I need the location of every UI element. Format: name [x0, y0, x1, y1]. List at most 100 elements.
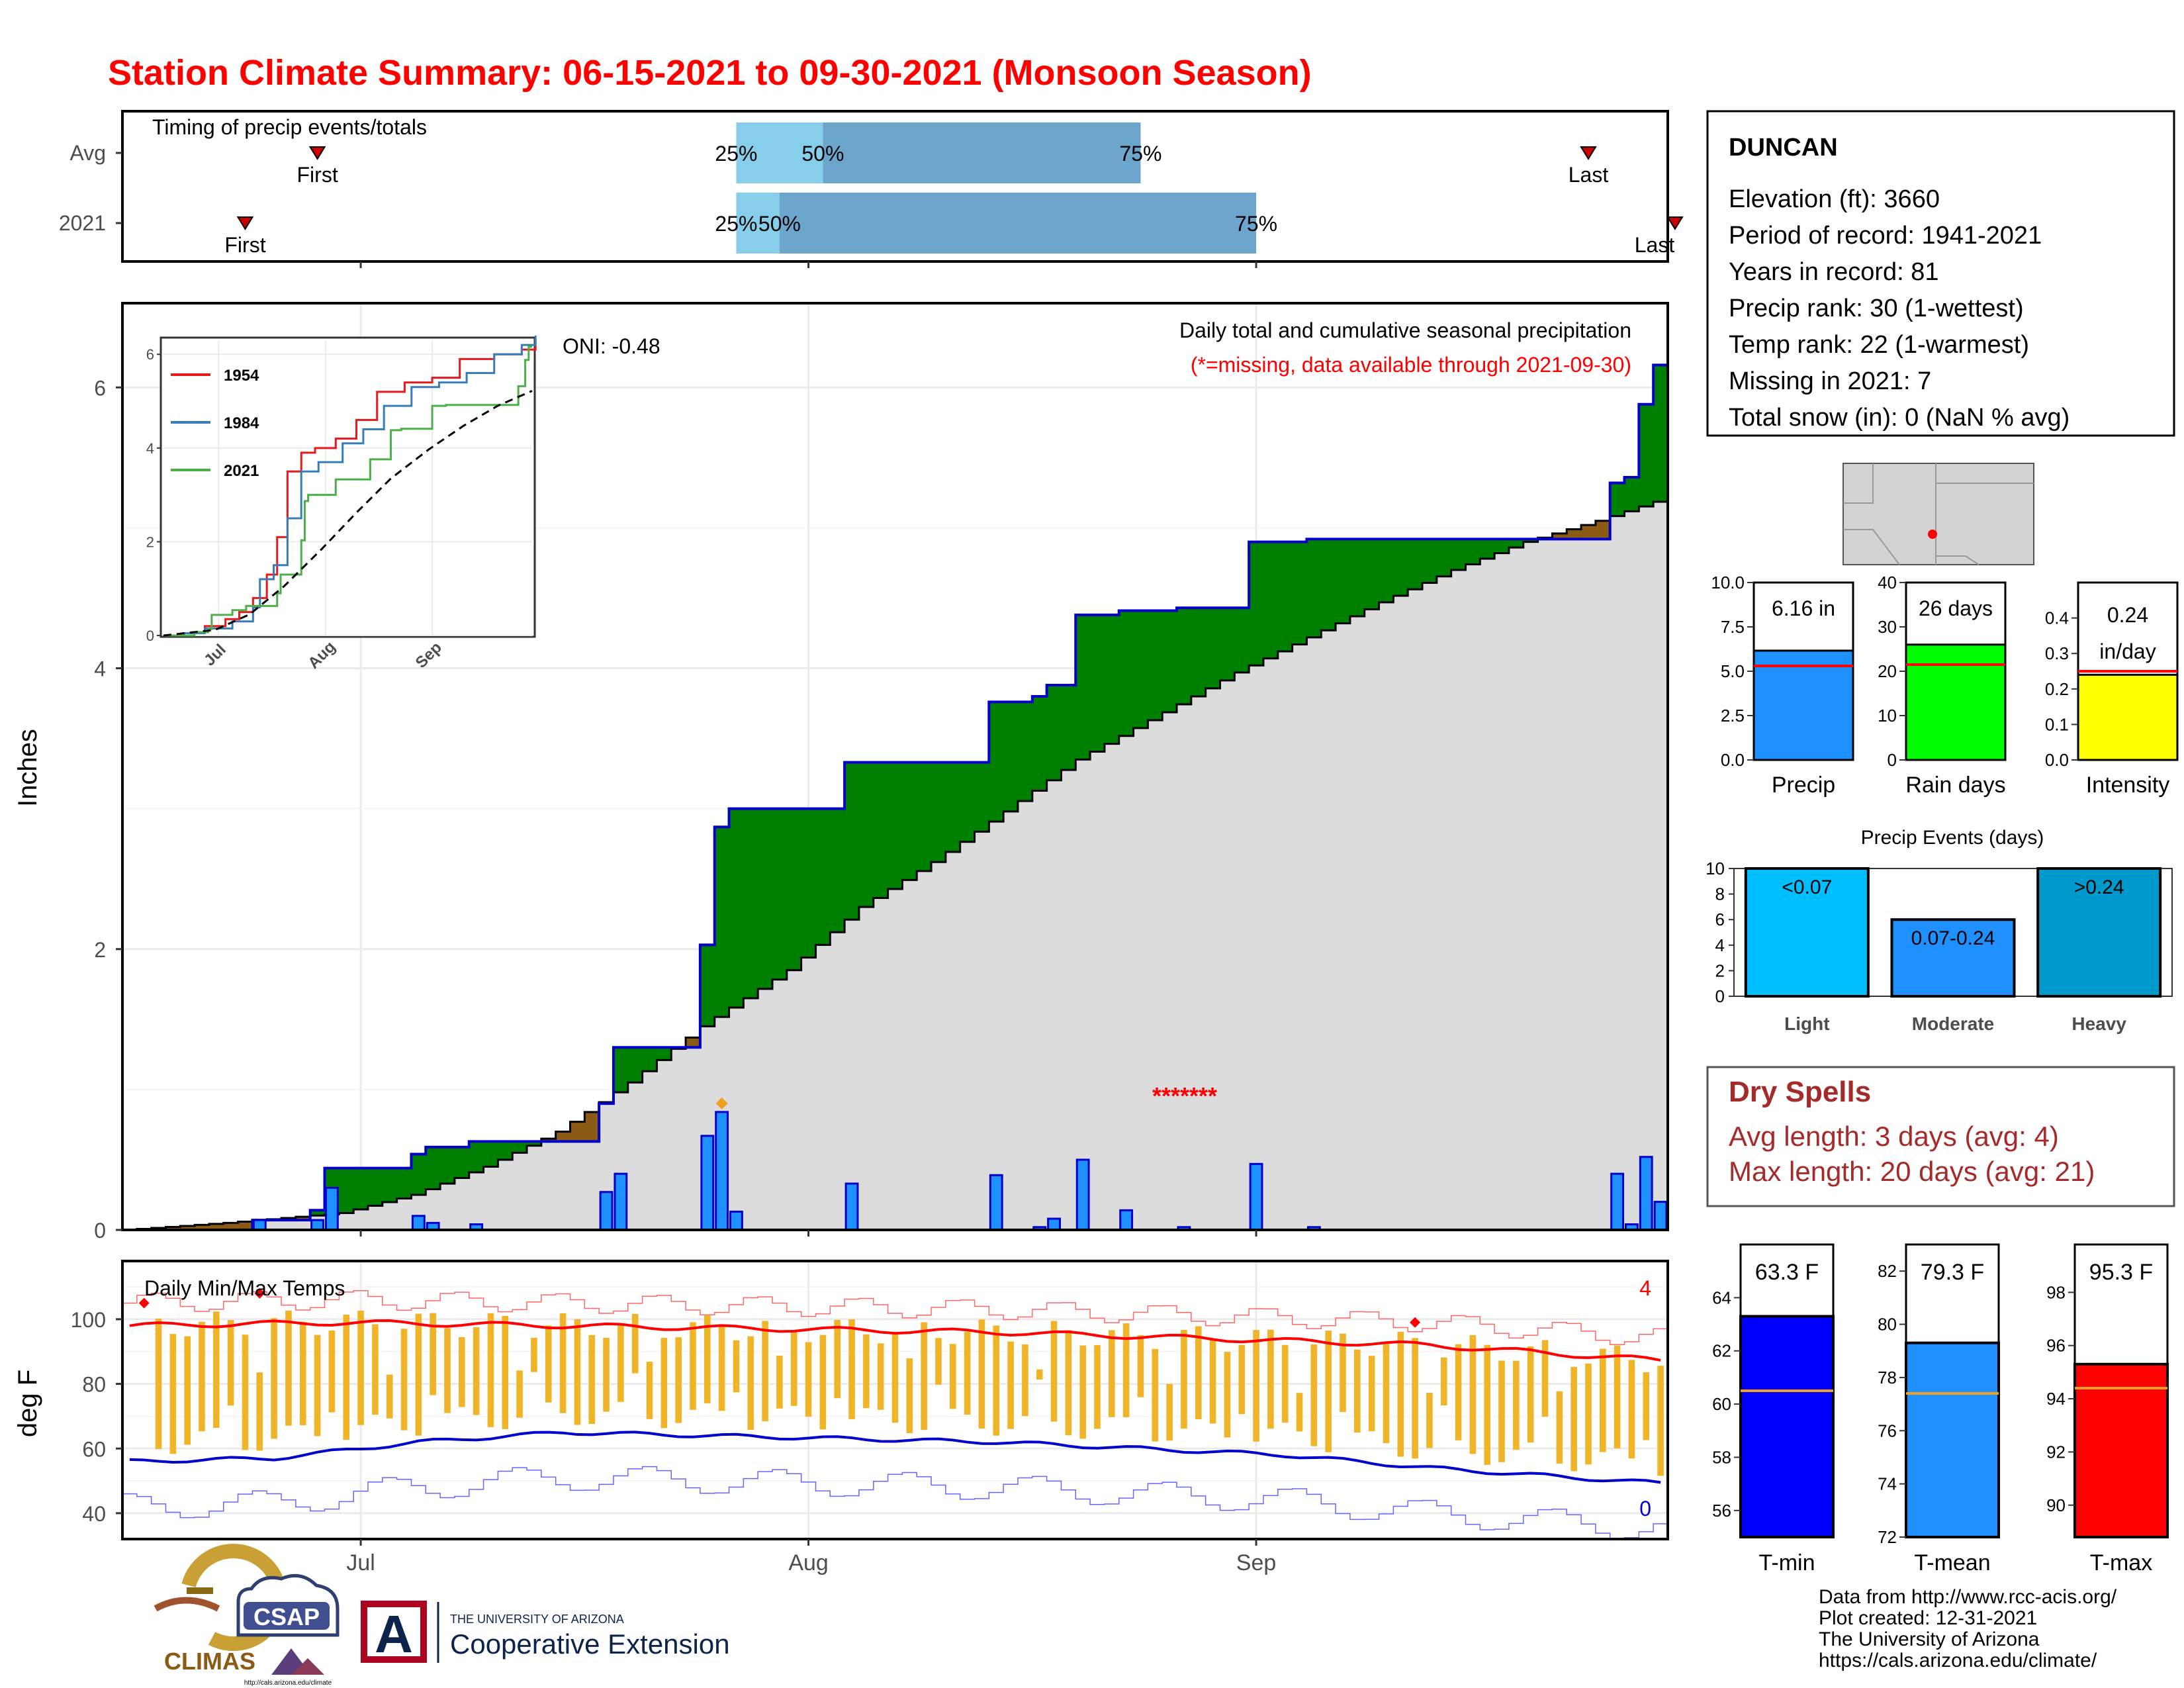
- mini-bar-label: Intensity: [2086, 773, 2170, 798]
- daily-temp-bar: [906, 1358, 913, 1433]
- y-tick-label: 2: [94, 938, 106, 962]
- deficit-band: [686, 1037, 701, 1048]
- daily-precip-bar: [989, 1174, 1003, 1231]
- surplus-band: [844, 762, 860, 920]
- daily-temp-bar: [1541, 1340, 1549, 1417]
- daily-temp-bar: [169, 1334, 177, 1454]
- climas-text: CLIMAS: [164, 1648, 255, 1675]
- station-info: DUNCAN Elevation (ft): 3660 Period of re…: [1706, 110, 2175, 437]
- daily-temp-bar: [516, 1370, 523, 1418]
- daily-temp-bar: [747, 1336, 754, 1430]
- daily-temp-bar: [184, 1336, 191, 1445]
- surplus-band: [1177, 608, 1192, 704]
- daily-temp-bar: [155, 1318, 162, 1450]
- mini-bar-value: [2077, 673, 2179, 761]
- mini-bar-value-label: 6.16 in: [1772, 596, 1835, 620]
- precip-desc: Daily total and cumulative seasonal prec…: [1179, 318, 1631, 342]
- daily-temp-bar: [314, 1335, 321, 1436]
- daily-temp-bar: [733, 1340, 740, 1393]
- daily-temp-bar: [949, 1344, 956, 1409]
- surplus-band: [714, 827, 730, 1017]
- footer-line-3: The University of Arizona: [1819, 1628, 2040, 1650]
- station-name: DUNCAN: [1729, 134, 1838, 162]
- daily-temp-bar: [1094, 1344, 1101, 1429]
- daily-temp-bar: [1368, 1356, 1375, 1432]
- daily-temp-bar: [646, 1362, 653, 1419]
- daily-temp-bar: [776, 1356, 783, 1409]
- oni-label: ONI: -0.48: [563, 334, 660, 358]
- daily-temp-bar: [386, 1374, 393, 1419]
- events-tick-label: 6: [1715, 910, 1725, 929]
- quartile-50-label: 50%: [758, 212, 801, 236]
- inset-y-tick-label: 4: [146, 440, 154, 457]
- daily-temp-bar: [1556, 1391, 1563, 1464]
- surplus-band: [1321, 539, 1336, 631]
- mini-bar-tick-label: 7.5: [1721, 617, 1745, 637]
- temp-bar-tick-label: 96: [2046, 1336, 2066, 1356]
- station-line-4: Precip rank: 30 (1-wettest): [1729, 295, 2024, 322]
- daily-temp-bar: [1643, 1372, 1650, 1440]
- daily-temp-bar: [603, 1337, 610, 1412]
- surplus-band: [396, 1168, 412, 1199]
- surplus-band: [1336, 539, 1351, 624]
- temp-bar-value-label: 95.3 F: [2089, 1260, 2153, 1285]
- temp-bar-tick-label: 56: [1712, 1501, 1731, 1521]
- quartile-25-50-bar: [736, 193, 780, 254]
- events-title: Precip Events (days): [1861, 827, 2044, 849]
- daily-temp-bar: [285, 1310, 292, 1426]
- mini-bar-tick-label: 2.5: [1721, 706, 1745, 726]
- daily-temp-bar: [1455, 1344, 1462, 1440]
- first-event-marker: [236, 216, 254, 230]
- timing-row-label-2021: 2021: [59, 211, 106, 235]
- inset-y-tick-label: 0: [146, 628, 154, 644]
- mini-bar-value-label: 26 days: [1919, 596, 1993, 620]
- daily-temp-bar: [1050, 1321, 1058, 1422]
- daily-temp-bar: [1570, 1366, 1577, 1472]
- quartile-75-label: 75%: [1119, 142, 1161, 165]
- temp-bar-tick-label: 90: [2046, 1495, 2066, 1515]
- surplus-band: [1220, 608, 1235, 680]
- mini-bar-value: [1752, 649, 1854, 761]
- surplus-band: [902, 762, 917, 880]
- page-title: Station Climate Summary: 06-15-2021 to 0…: [108, 53, 1312, 93]
- inset-series-average: [163, 390, 533, 637]
- precip-ylabel: Inches: [13, 729, 42, 807]
- surplus-band: [1061, 684, 1076, 771]
- daily-temp-bar: [675, 1337, 682, 1423]
- daily-temp-bar: [1079, 1345, 1086, 1439]
- temp-y-tick-label: 60: [82, 1437, 106, 1461]
- mini-bar-tick-label: 0.3: [2045, 643, 2069, 663]
- daily-precip-bar: [700, 1135, 715, 1231]
- inset-legend-label: 1954: [224, 367, 259, 385]
- surplus-band: [772, 808, 788, 980]
- ua-line-2: Cooperative Extension: [450, 1628, 730, 1660]
- deficit-band: [541, 1139, 557, 1142]
- quartile-25-label: 25%: [715, 212, 757, 236]
- surplus-band: [613, 1047, 629, 1093]
- surplus-band: [858, 762, 874, 908]
- daily-precip-bar: [1249, 1162, 1263, 1231]
- daily-temp-bar: [690, 1322, 696, 1410]
- deficit-band: [208, 1223, 224, 1230]
- surplus-band: [1277, 541, 1293, 652]
- daily-temp-bar: [1109, 1330, 1115, 1417]
- surplus-band: [1306, 539, 1322, 637]
- x-tick-label: Sep: [1236, 1550, 1277, 1575]
- daily-temp-bar: [1657, 1366, 1664, 1476]
- events-tick-label: 8: [1715, 884, 1725, 904]
- daily-precip-bar: [614, 1172, 628, 1231]
- csap-url: http://cals.arizona.edu/climate: [244, 1679, 332, 1687]
- daily-temp-bar: [1383, 1343, 1390, 1444]
- daily-temp-bar: [372, 1324, 379, 1415]
- surplus-band: [786, 808, 802, 970]
- daily-temp-bar: [1513, 1360, 1520, 1450]
- temp-bar-tick-label: 60: [1712, 1394, 1731, 1414]
- event-bar-label: Heavy: [2071, 1013, 2126, 1034]
- mini-bar-value: [1905, 643, 2007, 761]
- surplus-band: [945, 762, 961, 852]
- surplus-band: [1379, 539, 1394, 602]
- daily-temp-bar: [343, 1314, 350, 1440]
- station-line-1: Elevation (ft): 3660: [1729, 185, 1940, 213]
- surplus-band: [1364, 539, 1380, 610]
- surplus-band: [483, 1141, 498, 1167]
